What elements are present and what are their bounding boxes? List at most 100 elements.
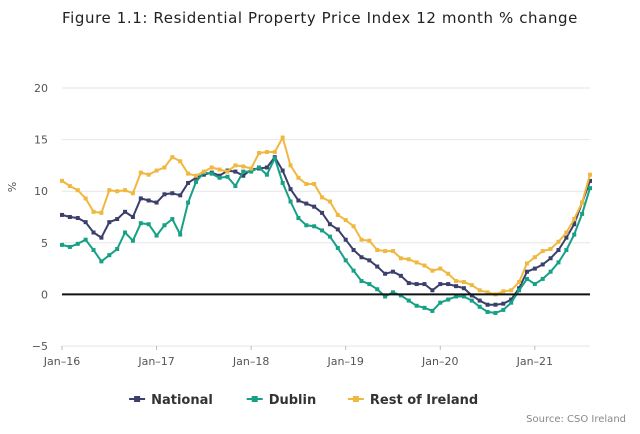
data-point-dublin <box>335 245 340 250</box>
data-point-dublin <box>162 223 167 228</box>
data-point-national <box>359 255 364 260</box>
data-point-rest-of-ireland <box>233 163 238 168</box>
data-point-rest-of-ireland <box>422 263 427 268</box>
data-point-rest-of-ireland <box>146 172 151 177</box>
data-point-national <box>485 302 490 307</box>
data-point-dublin <box>178 232 183 237</box>
data-point-national <box>572 222 577 227</box>
data-point-dublin <box>304 223 309 228</box>
data-point-rest-of-ireland <box>501 289 506 294</box>
data-point-rest-of-ireland <box>60 178 64 183</box>
data-point-dublin <box>572 232 577 237</box>
series-line-national <box>61 156 591 306</box>
data-point-national <box>264 165 269 170</box>
data-point-rest-of-ireland <box>209 165 214 170</box>
data-point-national <box>335 227 340 232</box>
data-point-national <box>60 212 64 217</box>
data-point-rest-of-ireland <box>485 290 490 295</box>
data-point-rest-of-ireland <box>320 195 325 200</box>
x-tick-label: Jan–21 <box>516 355 553 368</box>
data-point-dublin <box>296 216 301 221</box>
x-tick-label: Jan–19 <box>326 355 363 368</box>
data-point-national <box>532 266 537 271</box>
data-point-national <box>280 168 285 173</box>
data-point-dublin <box>580 211 585 216</box>
data-point-rest-of-ireland <box>414 260 419 265</box>
legend-label: Dublin <box>269 393 317 408</box>
x-tick-label: Jan–16 <box>43 355 80 368</box>
legend-item-national: National <box>129 393 213 408</box>
data-point-dublin <box>75 241 80 246</box>
data-point-national <box>201 172 206 177</box>
data-point-rest-of-ireland <box>524 261 529 266</box>
data-point-rest-of-ireland <box>335 212 340 217</box>
data-point-rest-of-ireland <box>272 149 277 154</box>
data-point-dublin <box>406 298 411 303</box>
data-point-dublin <box>375 287 380 292</box>
data-point-dublin <box>564 248 569 253</box>
data-point-national <box>548 256 553 261</box>
data-point-rest-of-ireland <box>548 246 553 251</box>
data-point-national <box>107 220 112 225</box>
data-point-national <box>398 273 403 278</box>
data-point-rest-of-ireland <box>170 155 175 160</box>
data-point-national <box>351 248 356 253</box>
data-point-rest-of-ireland <box>359 237 364 242</box>
data-point-rest-of-ireland <box>99 210 104 215</box>
data-point-dublin <box>359 278 364 283</box>
data-point-national <box>406 281 411 286</box>
y-tick-label: 15 <box>34 134 48 147</box>
data-point-dublin <box>99 259 104 264</box>
data-point-rest-of-ireland <box>461 280 466 285</box>
data-point-dublin <box>351 268 356 273</box>
data-point-rest-of-ireland <box>351 224 356 229</box>
data-point-dublin <box>154 233 159 238</box>
data-point-dublin <box>524 276 529 281</box>
data-point-rest-of-ireland <box>406 257 411 262</box>
data-point-national <box>146 198 151 203</box>
data-point-dublin <box>320 228 325 233</box>
chart-title: Figure 1.1: Residential Property Price I… <box>61 9 579 27</box>
data-point-dublin <box>327 234 332 239</box>
data-point-national <box>390 269 395 274</box>
data-point-dublin <box>209 171 214 176</box>
data-point-rest-of-ireland <box>186 171 191 176</box>
data-point-national <box>509 297 514 302</box>
data-point-national <box>540 262 545 267</box>
data-point-dublin <box>469 298 474 303</box>
data-point-national <box>304 201 309 206</box>
data-point-dublin <box>83 237 88 242</box>
data-point-rest-of-ireland <box>343 218 348 223</box>
data-point-national <box>438 282 443 287</box>
legend-label: Rest of Ireland <box>370 393 478 408</box>
data-point-rest-of-ireland <box>193 173 198 178</box>
data-point-dublin <box>501 307 506 312</box>
data-point-national <box>414 282 419 287</box>
data-point-dublin <box>225 174 230 179</box>
data-point-national <box>343 237 348 242</box>
data-point-rest-of-ireland <box>469 283 474 288</box>
data-point-national <box>422 282 427 287</box>
data-point-rest-of-ireland <box>178 159 183 164</box>
data-point-rest-of-ireland <box>304 181 309 186</box>
data-point-rest-of-ireland <box>130 191 135 196</box>
data-point-rest-of-ireland <box>201 169 206 174</box>
y-tick-label: 5 <box>41 237 48 250</box>
data-point-national <box>469 293 474 298</box>
data-point-dublin <box>272 156 277 161</box>
legend-marker <box>251 396 258 402</box>
data-point-dublin <box>60 242 64 247</box>
data-point-rest-of-ireland <box>580 200 585 205</box>
data-point-rest-of-ireland <box>540 249 545 254</box>
data-point-rest-of-ireland <box>477 288 482 293</box>
data-point-dublin <box>123 230 128 235</box>
data-point-rest-of-ireland <box>509 288 514 293</box>
data-point-rest-of-ireland <box>225 169 230 174</box>
data-point-rest-of-ireland <box>390 249 395 254</box>
data-point-rest-of-ireland <box>115 189 120 194</box>
data-point-national <box>564 235 569 240</box>
data-point-national <box>154 200 159 205</box>
data-point-rest-of-ireland <box>83 196 88 201</box>
data-point-dublin <box>556 260 561 265</box>
